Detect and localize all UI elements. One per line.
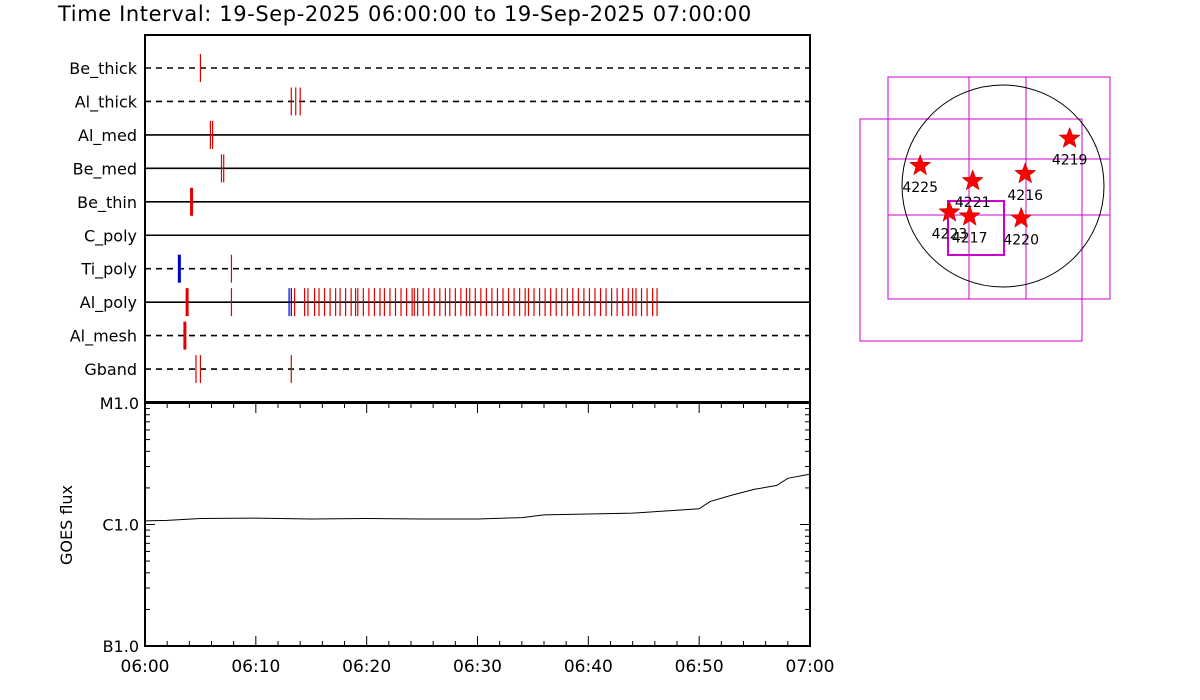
active-region-label: 4225 xyxy=(902,180,938,196)
goes-x-tick-label: 06:40 xyxy=(564,657,613,677)
goes-x-tick-label: 06:00 xyxy=(121,657,170,677)
active-region-star xyxy=(958,204,981,226)
goes-flux-line xyxy=(144,473,811,522)
active-region-label: 4216 xyxy=(1007,188,1043,204)
chart-title: Time Interval: 19-Sep-2025 06:00:00 to 1… xyxy=(58,2,752,26)
active-region-star xyxy=(1058,126,1081,148)
goes-x-tick-label: 07:00 xyxy=(786,657,835,677)
active-region-star xyxy=(909,154,932,176)
active-region-star xyxy=(1014,162,1037,184)
timeline-row-label: Be_med xyxy=(73,159,137,179)
timeline-row-label: Al_poly xyxy=(80,293,137,313)
fov-inner-box xyxy=(947,200,1005,256)
timeline-row-label: Al_mesh xyxy=(70,327,137,347)
goes-y-axis-label: GOES flux xyxy=(57,485,76,565)
timeline-row-label: Be_thick xyxy=(69,59,137,79)
goes-x-tick-label: 06:30 xyxy=(453,657,502,677)
fov-offset-box xyxy=(859,118,1083,342)
goes-y-tick-label: M1.0 xyxy=(100,394,139,413)
timeline-row-label: Be_thin xyxy=(77,193,137,213)
goes-x-tick-label: 06:50 xyxy=(675,657,724,677)
timeline-frame xyxy=(144,34,811,403)
goes-x-tick-label: 06:20 xyxy=(342,657,391,677)
goes-x-tick-label: 06:10 xyxy=(231,657,280,677)
active-region-star xyxy=(1010,206,1033,228)
active-region-label: 4221 xyxy=(955,195,991,211)
fov-outer-box xyxy=(887,76,1111,300)
timeline-row-label: C_poly xyxy=(84,226,137,246)
active-region-label: 4217 xyxy=(952,230,988,246)
active-region-label: 4223 xyxy=(932,226,968,242)
active-region-star xyxy=(961,169,984,191)
goes-axes: B1.0 C1.0 M1.0 06:00 06:10 06:20 06:30 06:40 06:… xyxy=(100,394,835,677)
goes-y-tick-label: C1.0 xyxy=(102,516,139,535)
active-region-label: 4219 xyxy=(1052,153,1088,169)
goes-y-tick-label: B1.0 xyxy=(103,637,139,656)
active-region-star xyxy=(938,200,961,222)
timeline-row-label: Al_med xyxy=(78,126,137,146)
timeline-row-label: Al_thick xyxy=(75,92,138,112)
active-region-label: 4220 xyxy=(1003,232,1039,248)
solar-disk xyxy=(901,84,1105,288)
timeline-rows: Be_thick Al_thick Al_med Be_med Be_thin C_pol… xyxy=(69,54,810,384)
goes-frame xyxy=(144,402,811,647)
timeline-row-label: Gband xyxy=(84,360,137,379)
timeline-row-label: Ti_poly xyxy=(80,260,137,280)
